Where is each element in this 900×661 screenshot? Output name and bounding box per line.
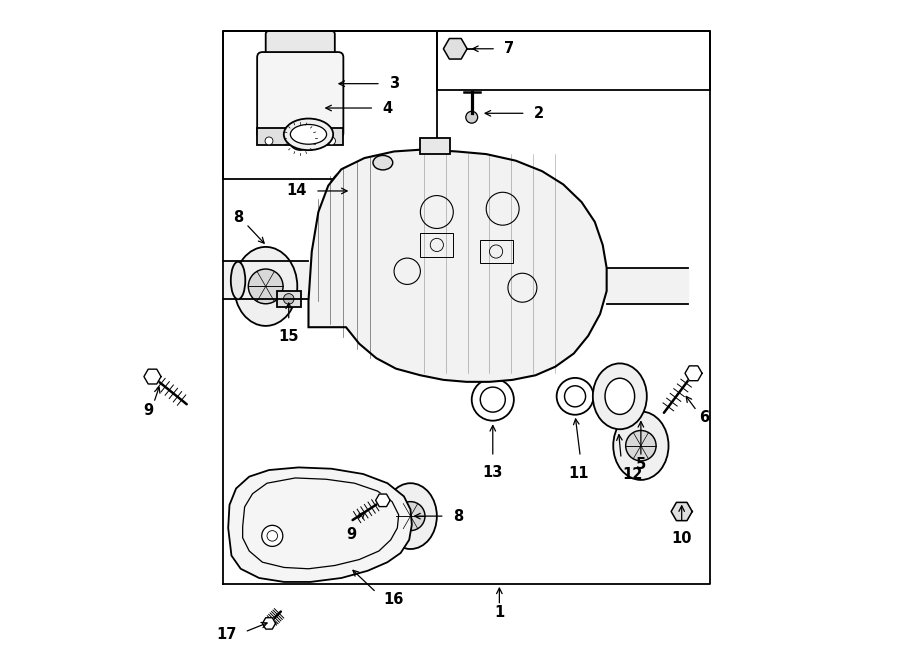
FancyBboxPatch shape	[266, 31, 335, 61]
Text: 2: 2	[535, 106, 544, 121]
Text: 5: 5	[635, 457, 646, 472]
Polygon shape	[671, 502, 692, 521]
Bar	[277, 291, 301, 307]
Polygon shape	[685, 366, 702, 381]
Text: 4: 4	[382, 100, 393, 116]
Text: 9: 9	[143, 403, 154, 418]
Ellipse shape	[284, 118, 333, 150]
Circle shape	[466, 111, 478, 123]
Text: 14: 14	[286, 184, 307, 198]
Text: 8: 8	[453, 508, 463, 524]
Text: 17: 17	[216, 627, 237, 642]
Text: 12: 12	[623, 467, 643, 483]
Ellipse shape	[230, 262, 246, 299]
Circle shape	[328, 137, 336, 145]
Ellipse shape	[384, 483, 436, 549]
Ellipse shape	[373, 155, 392, 170]
Circle shape	[265, 137, 273, 145]
Text: 7: 7	[504, 41, 514, 56]
Polygon shape	[144, 369, 161, 384]
Text: 9: 9	[346, 527, 356, 541]
Text: 1: 1	[494, 605, 505, 620]
Text: 8: 8	[233, 210, 243, 225]
Ellipse shape	[291, 124, 327, 144]
Text: 11: 11	[568, 466, 589, 481]
Text: 16: 16	[382, 592, 403, 607]
Ellipse shape	[613, 411, 669, 480]
Polygon shape	[229, 467, 412, 582]
Ellipse shape	[593, 364, 647, 429]
Polygon shape	[607, 268, 688, 304]
Polygon shape	[263, 618, 275, 629]
Circle shape	[626, 430, 656, 461]
Bar	[420, 137, 450, 154]
Circle shape	[284, 293, 294, 304]
Ellipse shape	[605, 378, 634, 414]
Ellipse shape	[234, 247, 297, 326]
Bar	[420, 233, 454, 256]
Circle shape	[396, 502, 425, 531]
Text: 15: 15	[278, 329, 299, 344]
Text: 10: 10	[671, 531, 692, 545]
Circle shape	[262, 525, 283, 547]
Polygon shape	[375, 494, 390, 506]
Circle shape	[288, 126, 312, 150]
Polygon shape	[309, 149, 607, 382]
Circle shape	[248, 269, 284, 304]
Polygon shape	[444, 38, 467, 59]
Bar	[480, 240, 512, 263]
Text: 3: 3	[390, 76, 400, 91]
Text: 6: 6	[698, 410, 709, 425]
Text: 13: 13	[482, 465, 503, 480]
FancyBboxPatch shape	[257, 52, 344, 138]
Polygon shape	[223, 261, 309, 299]
Bar	[257, 128, 344, 145]
